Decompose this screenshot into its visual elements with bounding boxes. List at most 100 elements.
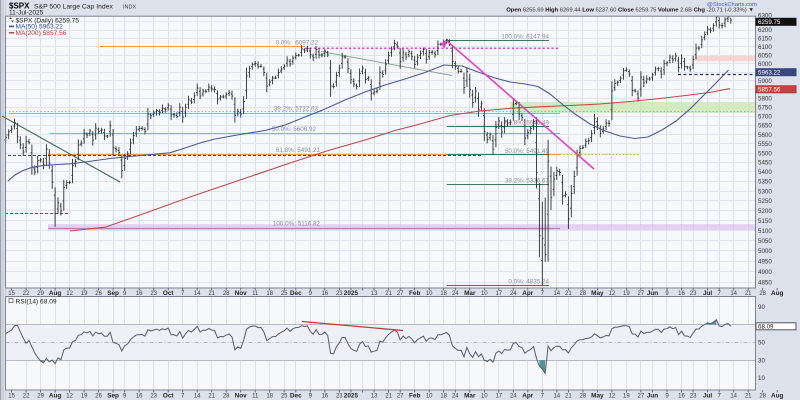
svg-text:Oct: Oct: [163, 393, 175, 400]
svg-text:26: 26: [95, 291, 102, 297]
svg-text:23: 23: [336, 291, 343, 297]
svg-text:6050: 6050: [758, 52, 772, 59]
svg-text:5857.56: 5857.56: [758, 87, 781, 94]
svg-text:4850: 4850: [758, 279, 772, 286]
svg-text:21: 21: [745, 291, 752, 297]
svg-text:68.09: 68.09: [758, 324, 774, 331]
svg-text:14: 14: [553, 291, 560, 297]
svg-text:2025: 2025: [344, 290, 359, 297]
svg-text:$SPX (Daily) 6259.75: $SPX (Daily) 6259.75: [16, 17, 80, 24]
svg-text:5600: 5600: [758, 132, 772, 139]
svg-text:6100: 6100: [758, 44, 772, 51]
svg-text:6200: 6200: [758, 27, 772, 34]
svg-text:Feb: Feb: [409, 393, 420, 400]
svg-text:19: 19: [81, 394, 88, 400]
svg-text:10: 10: [481, 394, 488, 400]
svg-text:16: 16: [678, 291, 685, 297]
svg-text:5900: 5900: [758, 78, 772, 85]
svg-text:@StockCharts.com: @StockCharts.com: [707, 2, 757, 8]
svg-text:Open 6255.69 High 6269.44 Low: Open 6255.69 High 6269.44 Low 6237.60 Cl…: [506, 8, 754, 14]
svg-text:21: 21: [208, 394, 215, 400]
svg-text:22: 22: [23, 394, 30, 400]
svg-text:25: 25: [281, 291, 288, 297]
svg-text:5100: 5100: [758, 228, 772, 235]
svg-text:May: May: [591, 393, 604, 400]
svg-text:Aug: Aug: [49, 290, 62, 297]
svg-text:RSI(14) 68.09: RSI(14) 68.09: [16, 298, 57, 305]
svg-text:7: 7: [541, 394, 545, 400]
svg-text:5350: 5350: [758, 179, 772, 186]
svg-text:5250: 5250: [758, 198, 772, 205]
svg-text:24: 24: [510, 394, 517, 400]
svg-text:10: 10: [481, 291, 488, 297]
svg-text:22: 22: [23, 291, 30, 297]
svg-text:16: 16: [136, 291, 143, 297]
svg-text:19: 19: [623, 291, 630, 297]
svg-text:17: 17: [495, 291, 502, 297]
svg-text:16: 16: [136, 394, 143, 400]
svg-text:21: 21: [208, 291, 215, 297]
svg-text:9: 9: [123, 394, 127, 400]
svg-text:12: 12: [66, 394, 73, 400]
svg-text:Apr: Apr: [522, 393, 534, 400]
svg-text:6000: 6000: [758, 61, 772, 68]
svg-text:Dec: Dec: [290, 393, 302, 400]
svg-text:61.8%: 5646.49: 61.8%: 5646.49: [505, 119, 550, 126]
svg-text:18: 18: [266, 291, 273, 297]
svg-text:90: 90: [758, 304, 765, 311]
svg-text:24: 24: [510, 291, 517, 297]
svg-text:5400: 5400: [758, 169, 772, 176]
svg-text:23: 23: [150, 291, 157, 297]
svg-text:21: 21: [385, 394, 392, 400]
svg-text:18: 18: [266, 394, 273, 400]
svg-text:6150: 6150: [758, 36, 772, 43]
svg-text:14: 14: [194, 394, 201, 400]
svg-text:23: 23: [150, 394, 157, 400]
svg-text:29: 29: [37, 291, 44, 297]
svg-text:21: 21: [745, 394, 752, 400]
svg-text:Mar: Mar: [464, 393, 476, 400]
svg-text:18: 18: [440, 291, 447, 297]
svg-text:Aug: Aug: [771, 290, 784, 297]
svg-text:MA(50) 5963.22: MA(50) 5963.22: [16, 24, 64, 31]
svg-text:19: 19: [81, 291, 88, 297]
svg-text:Sep: Sep: [107, 290, 119, 297]
svg-text:14: 14: [553, 394, 560, 400]
svg-text:Jun: Jun: [647, 290, 658, 297]
svg-text:50: 50: [758, 340, 765, 347]
svg-text:5450: 5450: [758, 160, 772, 167]
svg-text:4950: 4950: [758, 259, 772, 266]
svg-text:7: 7: [718, 394, 722, 400]
svg-text:0.0%: 4835.24: 0.0%: 4835.24: [508, 278, 549, 285]
svg-text:5050: 5050: [758, 238, 772, 245]
svg-text:6300: 6300: [758, 13, 772, 20]
svg-text:38.2%: 5722.63: 38.2%: 5722.63: [274, 106, 319, 113]
svg-text:9: 9: [309, 394, 313, 400]
svg-text:Nov: Nov: [235, 393, 248, 400]
svg-text:Mar: Mar: [464, 290, 476, 297]
svg-text:Nov: Nov: [235, 290, 248, 297]
svg-text:7: 7: [541, 291, 545, 297]
svg-text:23: 23: [690, 394, 697, 400]
svg-text:12: 12: [609, 394, 616, 400]
svg-text:6259.75: 6259.75: [758, 19, 781, 26]
svg-text:100.0%: 5116.82: 100.0%: 5116.82: [273, 221, 321, 228]
svg-text:9: 9: [665, 394, 669, 400]
svg-text:11-Jul-2025: 11-Jul-2025: [9, 9, 44, 16]
svg-text:25: 25: [281, 394, 288, 400]
svg-text:12: 12: [66, 291, 73, 297]
svg-text:5650: 5650: [758, 123, 772, 130]
svg-text:14: 14: [730, 394, 737, 400]
svg-text:38.2%: 5336.67: 38.2%: 5336.67: [505, 177, 550, 184]
svg-text:14: 14: [730, 291, 737, 297]
svg-text:28: 28: [580, 394, 587, 400]
svg-text:Feb: Feb: [409, 290, 420, 297]
svg-text:24: 24: [452, 394, 459, 400]
svg-text:5150: 5150: [758, 218, 772, 225]
svg-text:MA(200) 5857.56: MA(200) 5857.56: [16, 30, 67, 37]
svg-text:61.8%: 5491.21: 61.8%: 5491.21: [276, 147, 321, 154]
svg-text:Jul: Jul: [703, 290, 712, 297]
svg-text:27: 27: [397, 394, 404, 400]
svg-text:16: 16: [678, 394, 685, 400]
svg-text:15: 15: [8, 291, 15, 297]
